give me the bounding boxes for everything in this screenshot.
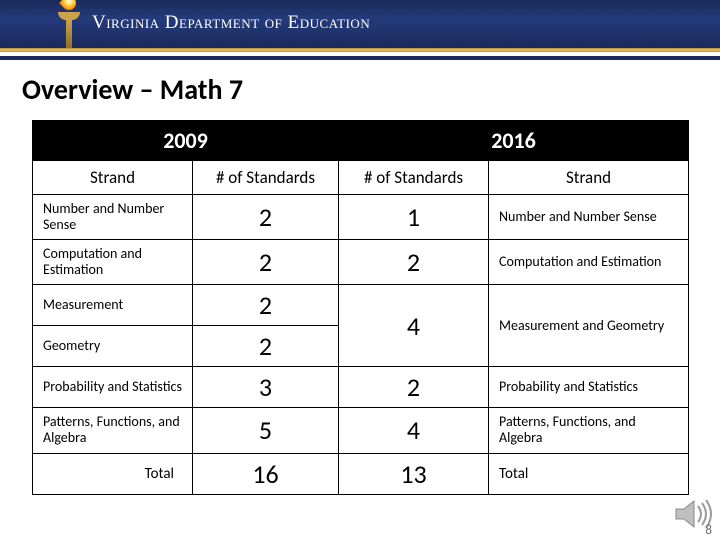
header-blue-line (0, 56, 720, 60)
right-num-cell: 1 (339, 195, 489, 240)
comparison-table: 2009 2016 Strand # of Standards # of Sta… (32, 120, 688, 495)
sub-right-strand: Strand (489, 161, 689, 195)
header-org-text: Virginia Department of Education (92, 12, 370, 34)
total-right-num: 13 (339, 453, 489, 494)
left-strand-cell: Probability and Statistics (33, 367, 193, 408)
header-bar: Virginia Department of Education (0, 0, 720, 48)
standards-table: 2009 2016 Strand # of Standards # of Sta… (32, 120, 689, 495)
right-strand-cell: Measurement and Geometry (489, 285, 689, 367)
right-num-cell: 4 (339, 285, 489, 367)
right-num-cell: 2 (339, 240, 489, 285)
right-num-cell: 4 (339, 408, 489, 453)
sub-left-strand: Strand (33, 161, 193, 195)
sub-left-num: # of Standards (193, 161, 339, 195)
left-num-cell: 2 (193, 285, 339, 326)
page-title: Overview – Math 7 (22, 72, 243, 107)
left-num-cell: 2 (193, 326, 339, 367)
total-left-num: 16 (193, 453, 339, 494)
table-subheader-row: Strand # of Standards # of Standards Str… (33, 161, 689, 195)
left-strand-cell: Computation and Estimation (33, 240, 193, 285)
left-strand-cell: Measurement (33, 285, 193, 326)
left-num-cell: 2 (193, 195, 339, 240)
torch-icon (58, 0, 80, 52)
right-strand-cell: Patterns, Functions, and Algebra (489, 408, 689, 453)
page-number: 8 (705, 523, 712, 538)
table-row: Computation and Estimation 2 2 Computati… (33, 240, 689, 285)
table-row: Probability and Statistics 3 2 Probabili… (33, 367, 689, 408)
year-left-header: 2009 (33, 121, 339, 161)
total-label-left: Total (33, 453, 193, 494)
total-label-right: Total (489, 453, 689, 494)
table-year-row: 2009 2016 (33, 121, 689, 161)
left-num-cell: 2 (193, 240, 339, 285)
left-num-cell: 5 (193, 408, 339, 453)
left-strand-cell: Patterns, Functions, and Algebra (33, 408, 193, 453)
left-strand-cell: Geometry (33, 326, 193, 367)
left-num-cell: 3 (193, 367, 339, 408)
right-strand-cell: Number and Number Sense (489, 195, 689, 240)
table-total-row: Total 16 13 Total (33, 453, 689, 494)
sub-right-num: # of Standards (339, 161, 489, 195)
right-strand-cell: Probability and Statistics (489, 367, 689, 408)
table-row: Patterns, Functions, and Algebra 5 4 Pat… (33, 408, 689, 453)
right-strand-cell: Computation and Estimation (489, 240, 689, 285)
year-right-header: 2016 (339, 121, 689, 161)
right-num-cell: 2 (339, 367, 489, 408)
left-strand-cell: Number and Number Sense (33, 195, 193, 240)
table-row: Measurement 2 4 Measurement and Geometry (33, 285, 689, 326)
table-row: Number and Number Sense 2 1 Number and N… (33, 195, 689, 240)
slide: Virginia Department of Education Overvie… (0, 0, 720, 540)
